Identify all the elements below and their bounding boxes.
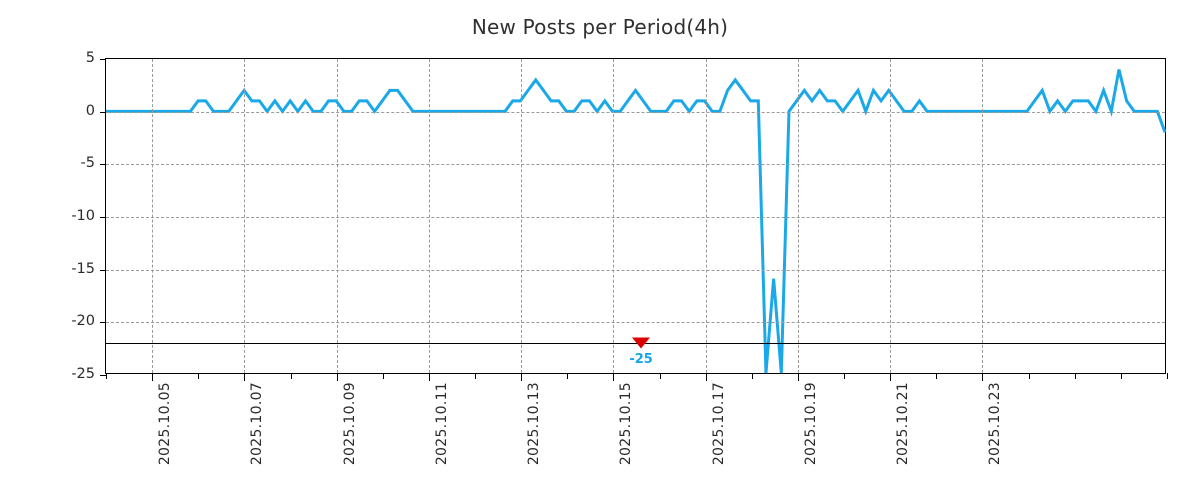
gridline-vertical: [890, 59, 892, 373]
y-tick-mark: [100, 269, 106, 271]
y-tick-mark: [100, 59, 106, 60]
gridline-vertical: [428, 59, 430, 373]
x-axis-tick-label: 2025.10.05: [157, 382, 174, 466]
gridline-horizontal: [106, 322, 1165, 324]
x-tick-mark: [797, 373, 799, 381]
gridline-vertical: [336, 59, 338, 373]
x-tick-mark: [1028, 373, 1030, 379]
x-tick-mark: [751, 373, 753, 379]
x-tick-mark: [428, 373, 430, 381]
gridline-vertical: [797, 59, 799, 373]
gridline-vertical: [152, 59, 154, 373]
x-tick-mark: [198, 373, 200, 379]
x-axis-tick-label: 2025.10.21: [895, 382, 912, 466]
x-tick-mark: [705, 373, 707, 381]
y-tick-mark: [100, 217, 106, 218]
x-axis-tick-label: 2025.10.07: [249, 382, 266, 466]
x-tick-mark: [290, 373, 292, 379]
y-axis-tick-label: -15: [71, 260, 95, 277]
x-tick-mark: [106, 373, 107, 379]
x-axis-tick-label: 2025.10.11: [433, 382, 450, 466]
x-tick-mark: [613, 373, 615, 381]
y-axis-tick-label: -10: [71, 208, 95, 224]
x-tick-mark: [1167, 373, 1168, 379]
gridline-vertical: [244, 59, 246, 373]
gridline-vertical: [613, 59, 615, 373]
x-tick-mark: [936, 373, 938, 379]
x-tick-mark: [336, 373, 338, 381]
x-tick-mark: [382, 373, 384, 379]
gridline-horizontal: [106, 217, 1165, 218]
x-axis-tick-label: 2025.10.13: [526, 382, 543, 466]
chart-title: New Posts per Period(4h): [471, 15, 729, 39]
series-polyline: [106, 69, 1165, 373]
y-axis-tick-label: -25: [71, 366, 95, 382]
plot-area: -25: [100, 58, 1168, 381]
y-axis-tick-label: -20: [71, 313, 95, 330]
y-axis-tick-label: 0: [85, 102, 95, 119]
minimum-marker-icon: [632, 337, 651, 349]
x-axis-tick-label: 2025.10.23: [987, 382, 1004, 466]
gridline-horizontal: [106, 111, 1165, 113]
y-tick-mark: [100, 322, 106, 324]
series-line: [106, 59, 1165, 373]
y-axis-tick-label: -5: [80, 155, 95, 172]
x-axis-tick-label: 2025.10.15: [618, 382, 635, 466]
gridline-horizontal: [106, 164, 1165, 166]
gridline-horizontal: [106, 269, 1165, 271]
gridline-vertical: [982, 59, 984, 373]
x-tick-mark: [521, 373, 523, 381]
x-axis-tick-label: 2025.10.09: [341, 382, 358, 466]
y-axis-tick-label: 5: [85, 50, 95, 66]
x-tick-mark: [567, 373, 569, 379]
y-tick-mark: [100, 164, 106, 166]
x-axis-tick-label: 2025.10.17: [710, 382, 727, 466]
x-tick-mark: [890, 373, 892, 381]
x-tick-mark: [244, 373, 246, 381]
x-tick-mark: [1074, 373, 1076, 379]
x-tick-mark: [844, 373, 846, 379]
minimum-value-label: -25: [629, 352, 653, 368]
x-axis-tick-label: 2025.10.19: [802, 382, 819, 466]
x-tick-mark: [152, 373, 154, 381]
x-tick-mark: [982, 373, 984, 381]
x-tick-mark: [1120, 373, 1122, 379]
y-tick-mark: [100, 111, 106, 113]
x-tick-mark: [475, 373, 477, 379]
gridline-vertical: [705, 59, 707, 373]
y-tick-mark: [100, 375, 106, 376]
x-tick-mark: [659, 373, 661, 379]
gridline-vertical: [521, 59, 523, 373]
